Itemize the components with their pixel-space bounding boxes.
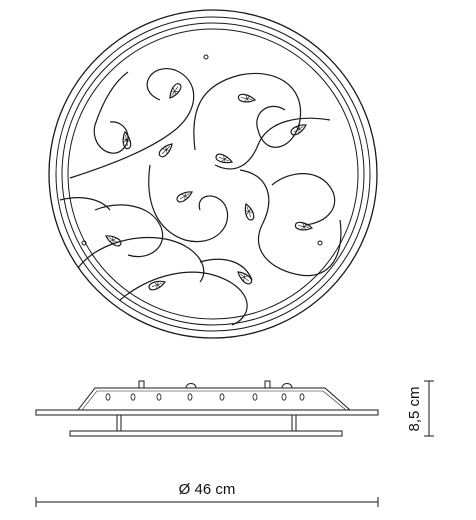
- teardrop-crystal-icon: [148, 280, 167, 291]
- swirl: [94, 204, 164, 258]
- swirl: [59, 197, 111, 211]
- socket-icon: [130, 393, 136, 401]
- socket-icon: [156, 393, 162, 401]
- socket-icon: [187, 393, 193, 401]
- swirl: [214, 117, 331, 170]
- teardrop-crystal-icon: [244, 202, 255, 221]
- base-housing: [77, 387, 351, 411]
- teardrop-crystal-icon: [169, 83, 182, 99]
- teardrop-crystal-icon: [237, 271, 253, 285]
- swirl: [148, 164, 229, 243]
- socket-icon: [299, 393, 305, 401]
- middle-ring: [61, 22, 365, 326]
- socket-row: [105, 393, 305, 401]
- swirl: [69, 68, 195, 179]
- swirl: [193, 72, 302, 151]
- base-housing-edge: [81, 390, 347, 411]
- socket-icon: [281, 393, 287, 401]
- socket-icon: [105, 393, 111, 401]
- teardrop-crystal-icon: [158, 143, 173, 158]
- bracket: [264, 380, 271, 389]
- teardrop-crystal-icon: [290, 124, 307, 136]
- teardrop-crystal-icon: [294, 221, 314, 231]
- diameter-dimension: [35, 497, 379, 507]
- side-view: [35, 380, 379, 437]
- teardrop-crystal-icon: [215, 153, 234, 164]
- bracket: [281, 383, 293, 389]
- lower-glass-disc: [69, 430, 343, 437]
- socket-icon: [252, 393, 258, 401]
- swirl-pattern: [59, 68, 342, 326]
- outer-rim: [48, 9, 378, 339]
- diameter-label: Ø 46 cm: [179, 481, 236, 498]
- swirl: [199, 258, 253, 281]
- swirl: [93, 71, 129, 154]
- screw-hole-icon: [203, 54, 209, 60]
- swirl: [77, 237, 205, 283]
- teardrop-crystal-icon: [176, 191, 193, 203]
- teardrop-crystal-icon: [237, 93, 257, 103]
- top-view: [48, 9, 378, 339]
- teardrop-crystal-icon: [122, 130, 132, 150]
- height-dimension: [424, 380, 434, 437]
- outer-rim-inner-edge: [55, 16, 371, 332]
- glass-disc: [35, 409, 379, 416]
- screw-hole-icon: [317, 240, 323, 246]
- teardrop-crystal-icon: [105, 235, 122, 247]
- height-label: 8,5 cm: [406, 386, 423, 431]
- swirl: [239, 169, 342, 277]
- bracket: [138, 380, 145, 389]
- inner-ring: [67, 28, 359, 320]
- socket-icon: [219, 393, 225, 401]
- screw-hole-icon: [81, 240, 87, 246]
- swirl: [119, 271, 248, 326]
- swirl: [271, 173, 336, 226]
- bracket: [185, 383, 197, 389]
